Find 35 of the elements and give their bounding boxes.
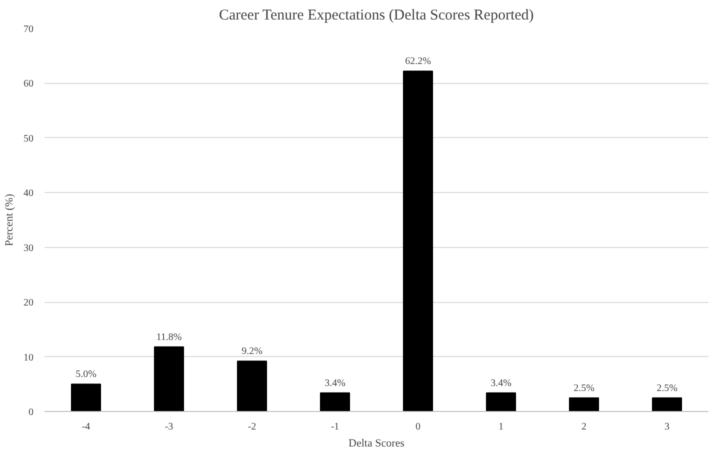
bar [486, 392, 516, 412]
bar [568, 397, 600, 412]
x-tick-label: -2 [248, 422, 256, 432]
bar [652, 397, 682, 412]
bar [70, 384, 102, 412]
y-tick-label: 50 [24, 133, 34, 144]
data-label: 2.5% [574, 382, 594, 394]
x-axis-title: Delta Scores [348, 438, 404, 450]
y-tick-label: 10 [24, 352, 34, 364]
x-tick-label: 3 [664, 422, 670, 432]
data-label: 3.4% [324, 378, 346, 389]
bar [402, 70, 434, 412]
y-tick-label: 0 [28, 407, 34, 418]
y-tick-label: 70 [24, 24, 34, 35]
data-label: 11.8% [156, 332, 182, 343]
x-tick-label: 0 [416, 422, 420, 432]
y-tick-label: 20 [24, 298, 34, 309]
x-tick-label: -4 [82, 422, 90, 432]
y-tick-label: 40 [24, 188, 34, 200]
x-tick-label: 2 [582, 422, 586, 432]
y-tick-label: 30 [24, 242, 34, 254]
bar [154, 346, 184, 412]
data-label: 5.0% [76, 369, 96, 380]
x-tick-label: -1 [330, 422, 340, 432]
bar [320, 392, 350, 412]
x-tick-label: 1 [498, 422, 504, 432]
y-tick-label: 60 [24, 78, 34, 90]
x-tick-label: -3 [164, 422, 174, 432]
data-label: 2.5% [656, 382, 678, 394]
bar [236, 360, 268, 412]
data-label: 3.4% [490, 378, 512, 389]
data-label: 9.2% [242, 346, 262, 358]
data-label: 62.2% [405, 56, 431, 68]
chart-title: Career Tenure Expectations (Delta Scores Reported) [218, 8, 534, 24]
y-axis-title: Percent (%) [4, 194, 16, 246]
